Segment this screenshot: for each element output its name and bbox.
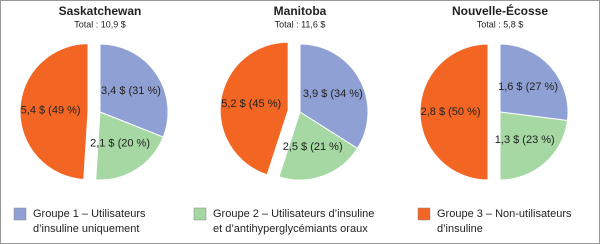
legend-label: Groupe 1 – Utilisateurs	[33, 208, 146, 220]
legend-label: d’insuline	[437, 223, 483, 235]
data-label: 3,9 $ (34 %)	[303, 88, 363, 100]
data-label: 3,4 $ (31 %)	[101, 85, 161, 97]
pie-slice	[499, 43, 569, 122]
pie-slice	[219, 41, 289, 176]
legend-label: et d’antihyperglycémiants oraux	[213, 223, 368, 235]
data-label: 2,1 $ (20 %)	[90, 137, 150, 149]
pie-slice	[499, 111, 569, 181]
pie-slice	[419, 43, 489, 181]
pie-slice	[19, 43, 89, 181]
chart-subtitle: Total : 10,9 $	[74, 19, 126, 29]
data-label: 2,5 $ (21 %)	[283, 141, 343, 153]
pie-slice	[95, 111, 164, 181]
chart-title: Manitoba	[274, 4, 327, 18]
data-label: 1,3 $ (23 %)	[495, 134, 555, 146]
legend-label: Groupe 2 – Utilisateurs d’insuline	[213, 208, 374, 220]
chart-subtitle: Total : 5,8 $	[477, 19, 524, 29]
data-label: 5,2 $ (45 %)	[221, 98, 281, 110]
chart-subtitle: Total : 11,6 $	[275, 19, 326, 29]
pie-slice	[278, 111, 359, 181]
legend-swatch	[13, 207, 27, 221]
chart-title: Nouvelle-Écosse	[452, 3, 548, 18]
chart-title: Saskatchewan	[59, 4, 142, 18]
legend-label: d’insuline uniquement	[33, 223, 139, 235]
legend-swatch	[193, 207, 207, 221]
pie-slice	[99, 43, 169, 138]
data-label: 1,6 $ (27 %)	[498, 81, 558, 93]
legend-label: Groupe 3 – Non-utilisateurs	[437, 208, 572, 220]
legend-swatch	[417, 207, 431, 221]
data-label: 5,4 $ (49 %)	[21, 104, 81, 116]
data-label: 2,8 $ (50 %)	[421, 106, 481, 118]
